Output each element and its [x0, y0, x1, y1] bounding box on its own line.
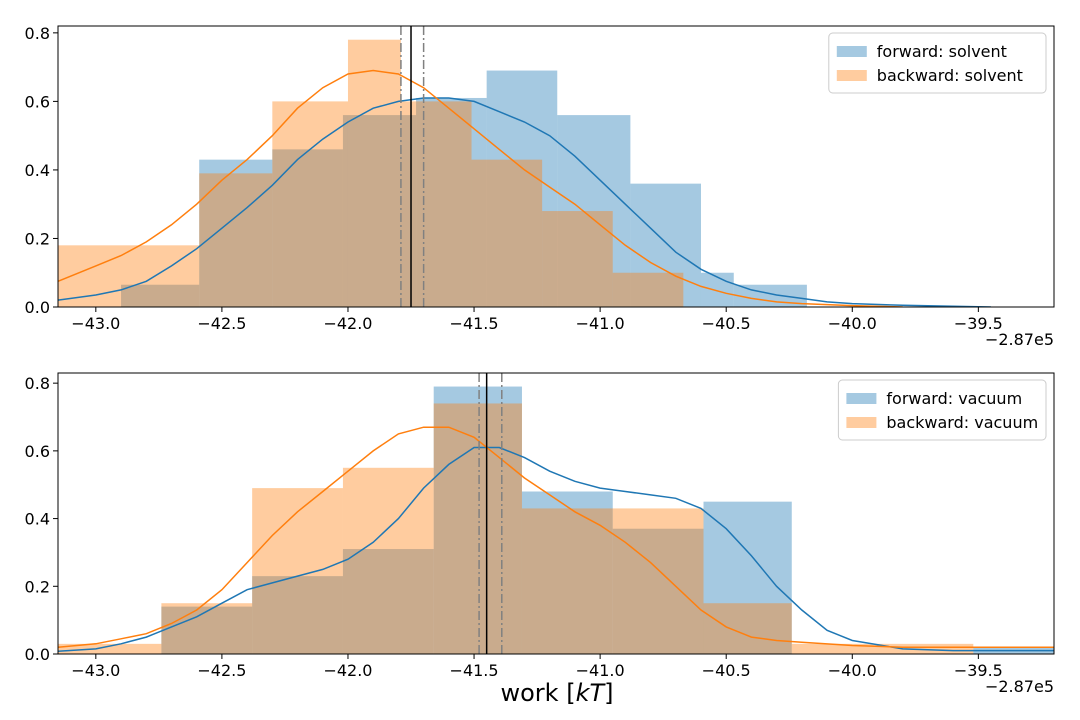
hist-bar-backward: [612, 508, 704, 654]
hist-bar-forward: [433, 386, 522, 654]
bottom-subplot: −43.0 −42.5 −42.0 −41.5 −41.0 −40.5 −40.0 −39.5…: [25, 372, 1055, 696]
legend-frame: [828, 32, 1047, 94]
legend-swatch-forward: [836, 46, 867, 57]
legend-label: backward: solvent: [877, 66, 1023, 85]
hist-bar-backward: [521, 508, 613, 654]
hist-bar-backward: [58, 643, 162, 654]
hist-bar-forward: [121, 284, 200, 307]
hist-bar-forward: [521, 491, 613, 654]
legend-swatch-forward: [846, 393, 877, 404]
hist-bar-backward: [347, 39, 401, 307]
legend: forward: solvent backward: solvent: [828, 32, 1047, 94]
x-tick-label: −40.5: [702, 314, 751, 333]
hist-bar-backward: [703, 603, 792, 654]
x-axis-label: work [kT]: [500, 679, 613, 707]
hist-bar-backward: [542, 211, 613, 307]
hist-bar-backward: [400, 101, 472, 307]
hist-bar-forward: [342, 549, 434, 654]
hist-bar-backward: [612, 272, 684, 307]
axes-frame: [57, 372, 1055, 655]
hist-bar-forward: [703, 501, 792, 654]
y-tick-label: 0.2: [25, 577, 50, 596]
x-tick-label: −39.5: [954, 314, 1003, 333]
hist-bar-forward: [486, 70, 558, 307]
x-tick-label: −42.0: [323, 314, 372, 333]
x-tick-label: −42.5: [197, 661, 246, 680]
x-offset-label: −2.87e5: [985, 677, 1054, 696]
kde-line-backward: [58, 69, 903, 307]
x-tick-label: −41.5: [450, 661, 499, 680]
hist-bar-backward: [252, 488, 343, 654]
hist-bar-backward: [342, 467, 434, 654]
plot-area: [58, 373, 1054, 654]
plot-area: [58, 26, 992, 307]
y-tick-label: 0.8: [25, 374, 50, 393]
y-tick-label: 0.0: [25, 298, 50, 317]
hist-bar-backward: [433, 403, 522, 654]
x-tick-label: −43.0: [71, 314, 120, 333]
legend-label: backward: vacuum: [886, 413, 1038, 432]
hist-bar-forward: [252, 576, 343, 654]
x-tick-label: −43.0: [71, 661, 120, 680]
hist-bar-backward: [471, 159, 543, 307]
legend-swatch-backward: [836, 70, 867, 81]
x-tick-label: −41.0: [576, 314, 625, 333]
hist-bar-forward: [272, 149, 343, 307]
kde-line-forward: [58, 446, 1054, 653]
hist-bar-forward: [612, 528, 704, 654]
x-tick-label: −40.5: [702, 661, 751, 680]
hist-bar-backward: [791, 643, 883, 654]
legend-swatch-backward: [846, 417, 877, 428]
y-tick-label: 0.4: [25, 161, 50, 180]
legend-frame: [837, 379, 1047, 441]
legend-label: forward: solvent: [877, 42, 1007, 61]
hist-bar-backward: [272, 101, 348, 307]
hist-bar-forward: [557, 115, 631, 307]
kde-line-backward: [58, 426, 1054, 648]
hist-bar-forward: [700, 272, 734, 307]
x-tick-label: −42.0: [323, 661, 372, 680]
x-tick-label: −40.0: [828, 661, 877, 680]
x-offset-label: −2.87e5: [985, 330, 1054, 349]
y-tick-label: 0.2: [25, 229, 50, 248]
x-tick-label: −42.5: [197, 314, 246, 333]
axes-frame: [57, 25, 1055, 308]
hist-bar-backward: [882, 643, 974, 654]
x-tick-label: −41.5: [450, 314, 499, 333]
y-tick-label: 0.0: [25, 645, 50, 664]
y-tick-label: 0.6: [25, 442, 50, 461]
y-tick-label: 0.6: [25, 92, 50, 111]
x-tick-label: −39.5: [954, 661, 1003, 680]
y-tick-label: 0.8: [25, 24, 50, 43]
hist-bar-forward: [416, 97, 487, 307]
x-tick-label: −40.0: [828, 314, 877, 333]
legend: forward: vacuum backward: vacuum: [837, 379, 1047, 441]
y-tick-label: 0.4: [25, 510, 50, 529]
top-subplot: −43.0 −42.5 −42.0 −41.5 −41.0 −40.5 −40.0 −39.5…: [25, 24, 1055, 349]
kde-line-forward: [58, 97, 992, 307]
hist-bar-forward: [630, 183, 701, 307]
x-tick-label: −41.0: [576, 661, 625, 680]
hist-bar-forward: [161, 606, 253, 654]
hist-bar-forward: [342, 115, 417, 307]
hist-bar-forward: [199, 159, 273, 307]
hist-bar-backward: [199, 173, 273, 307]
legend-label: forward: vacuum: [886, 389, 1022, 408]
